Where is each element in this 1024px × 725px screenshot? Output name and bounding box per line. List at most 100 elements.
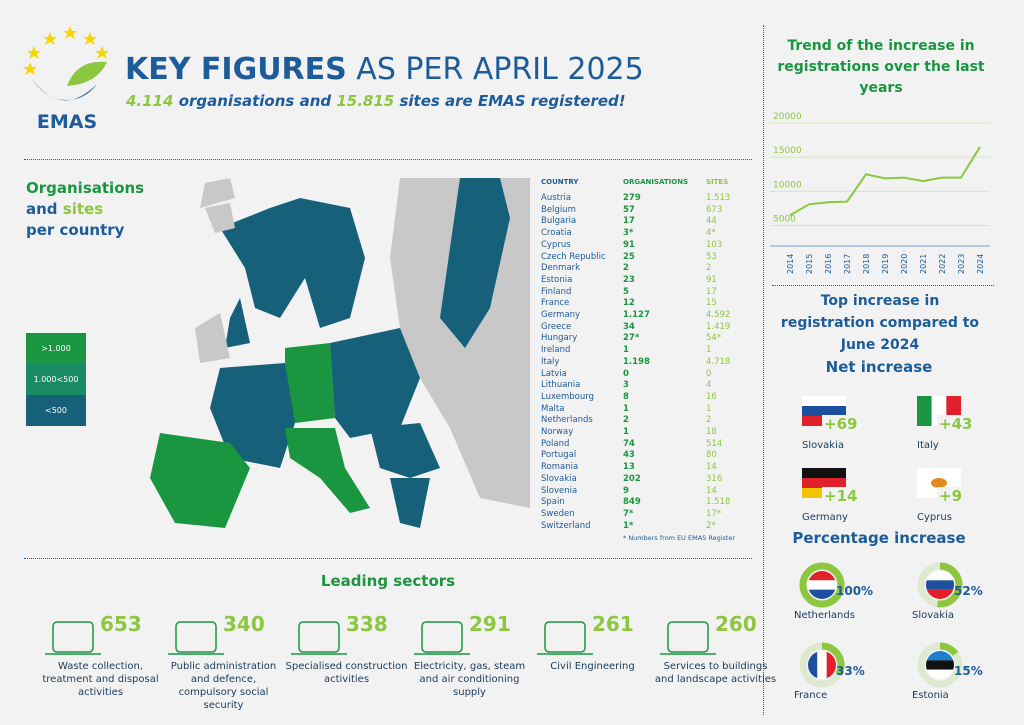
table-cell: 1.127: [623, 310, 650, 320]
title-rest: AS PER APRIL 2025: [356, 52, 644, 87]
table-cell: Sweden: [541, 508, 575, 519]
x-tick-label: 2017: [843, 254, 852, 274]
sector-label: Specialised construction activities: [285, 661, 408, 685]
flag-stripe: [826, 651, 836, 679]
table-cell: 17: [623, 216, 635, 227]
x-tick-label: 2014: [786, 254, 795, 274]
flag-stripe: [808, 571, 836, 581]
table-cell: 74: [623, 438, 635, 449]
table-cell: 34: [623, 321, 635, 332]
y-tick-label: 10000: [773, 180, 802, 190]
country-name: France: [794, 690, 828, 701]
trend-line: [789, 146, 981, 217]
pct-title: Percentage increase: [792, 529, 966, 547]
map-legend: >1.000 1.000<500 <500: [26, 333, 86, 426]
subtitle-text: sites are EMAS registered!: [399, 92, 626, 110]
table-cell: 316: [706, 473, 723, 484]
table-cell: Poland: [541, 438, 570, 449]
table-cell: 91: [706, 274, 717, 285]
net-item: +69 Slovakia: [800, 390, 890, 451]
country-name: Germany: [802, 512, 848, 523]
divider: [772, 285, 994, 286]
pct-label: 33%: [836, 664, 865, 678]
x-tick-label: 2021: [919, 254, 928, 274]
sector-label: Waste collection, treatment and disposal…: [42, 661, 159, 698]
net-item: +43 Italy: [915, 390, 1005, 451]
country-name: Netherlands: [794, 610, 855, 621]
table-cell: 4*: [706, 228, 716, 239]
flag-stripe: [817, 651, 827, 679]
map: [150, 178, 530, 528]
table-cell: Switzerland: [541, 520, 591, 531]
x-tick-label: 2023: [957, 254, 966, 274]
table-cell: Czech Republic: [541, 251, 606, 262]
country-name: Estonia: [912, 690, 949, 701]
divider: [24, 558, 752, 559]
x-tick-label: 2015: [805, 254, 814, 274]
y-tick-label: 20000: [773, 112, 802, 122]
x-tick-label: 2022: [938, 254, 947, 274]
table-cell: 27*: [623, 333, 640, 344]
sector-icon: [660, 621, 716, 655]
x-tick-label: 2018: [862, 254, 871, 274]
sector-label: Electricity, gas, steam and air conditio…: [413, 661, 526, 698]
table-cell: 4.592: [706, 310, 731, 320]
pct-label: 15%: [954, 664, 983, 678]
table-cell: Romania: [541, 462, 579, 473]
column-header: COUNTRY: [541, 178, 579, 186]
donut: [799, 562, 845, 608]
table-cell: Norway: [541, 427, 574, 437]
table-cell: 23: [623, 274, 635, 285]
x-tick-label: 2016: [824, 254, 833, 274]
table-cell: 1.513: [706, 193, 731, 203]
subtitle: 4.114 organisations and 15.815 sites are…: [126, 92, 626, 110]
pct-item: 33% France: [792, 640, 882, 704]
column-header: ORGANISATIONS: [623, 178, 689, 186]
pct-label: 100%: [836, 584, 874, 598]
table-cell: Slovenia: [541, 485, 578, 496]
x-tick-label: 2019: [881, 254, 890, 274]
table-cell: 1: [623, 403, 629, 414]
net-value: +69: [822, 415, 860, 433]
flag-stripe: [802, 468, 846, 478]
table-cell: 5: [623, 286, 629, 297]
table-cell: 2: [706, 415, 712, 426]
sector-value: 653: [100, 612, 142, 636]
table-cell: 1*: [623, 520, 634, 531]
table-cell: 14: [706, 462, 717, 473]
table-cell: 1: [706, 403, 712, 414]
table-cell: 44: [706, 216, 717, 227]
flag-stripe: [926, 571, 954, 581]
donut: [917, 642, 963, 688]
table-cell: Italy: [541, 356, 560, 367]
icon-shape: [421, 621, 463, 653]
net-value: +43: [937, 415, 975, 433]
flag-stripe: [926, 580, 954, 590]
pct-item: 15% Estonia: [910, 640, 1000, 704]
increase-title: Top increase in registration compared to…: [780, 293, 980, 353]
divider: [763, 25, 764, 715]
sector-label: Public administration and defence, compu…: [170, 661, 277, 711]
sector-value: 260: [715, 612, 757, 636]
flag: [808, 571, 836, 599]
flag-emblem: [931, 478, 947, 488]
donut-arc: [917, 642, 963, 688]
table-cell: Denmark: [541, 263, 581, 274]
sector-label: Services to buildings and landscape acti…: [654, 661, 777, 685]
table-cell: 2: [623, 263, 629, 274]
flag-stripe: [926, 651, 954, 661]
table-cell: Luxembourg: [541, 391, 594, 402]
icon-shape: [667, 621, 709, 653]
table-cell: 13: [623, 462, 635, 473]
icon-shape: [298, 621, 340, 653]
flag-stripe: [917, 468, 961, 478]
table-cell: Finland: [541, 286, 572, 297]
pct-item: 100% Netherlands: [792, 560, 882, 624]
table-cell: 849: [623, 497, 641, 508]
flag-stripe: [808, 580, 836, 590]
country-name: Cyprus: [917, 512, 952, 523]
flag-stripe: [802, 478, 846, 488]
table-cell: 1: [623, 427, 629, 437]
logo-text: EMAS: [37, 111, 97, 133]
